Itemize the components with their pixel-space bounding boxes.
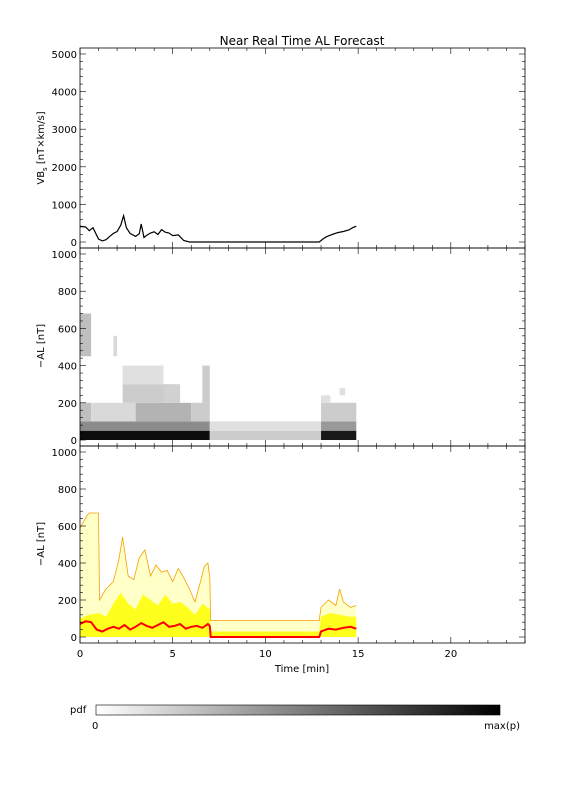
density-cell <box>321 395 331 403</box>
vbs-ylabel-rest: [nT×km/s] <box>36 111 47 167</box>
y-tick-label: 5000 <box>52 50 77 61</box>
density-cell <box>321 421 357 431</box>
density-cell <box>80 421 210 431</box>
density-cell <box>80 402 92 422</box>
colorbar <box>95 704 501 716</box>
density-cell <box>321 430 357 440</box>
x-tick-label: 20 <box>444 649 457 660</box>
y-tick-label: 800 <box>58 287 77 298</box>
al-forecast-panel: 0 200 400 600 800 1000 0 5 10 15 20 <box>52 445 526 660</box>
vbs-ylabel-main: VB <box>36 171 47 185</box>
vbs-ylabel-sub: s <box>41 167 49 171</box>
colorbar-label: pdf <box>70 705 87 716</box>
x-tick-label: 5 <box>170 649 176 660</box>
vbs-ylabel: VBs [nT×km/s] <box>36 111 49 184</box>
x-tick-label: 10 <box>259 649 272 660</box>
density-cell <box>202 365 210 403</box>
plot-frame <box>79 47 526 249</box>
density-cell <box>113 335 118 357</box>
density-cell <box>80 430 210 440</box>
y-tick-label: 1000 <box>52 250 77 261</box>
y-tick-label: 1000 <box>52 200 77 211</box>
y-tick-label: 600 <box>58 522 77 533</box>
x-tick-label: 15 <box>352 649 365 660</box>
figure-title: Near Real Time AL Forecast <box>220 34 385 48</box>
density-cell <box>80 313 92 357</box>
y-tick-label: 2000 <box>52 163 77 174</box>
colorbar-min-label: 0 <box>92 721 98 732</box>
y-tick-label: 400 <box>58 362 77 373</box>
y-tick-label: 4000 <box>52 88 77 99</box>
density-cell <box>191 402 210 422</box>
y-tick-label: 0 <box>71 238 77 249</box>
density-cell <box>209 421 322 431</box>
density-cell <box>209 430 322 440</box>
density-cell <box>321 402 357 422</box>
x-tick-label: 0 <box>77 649 83 660</box>
y-tick-label: 200 <box>58 596 77 607</box>
density-cell <box>163 384 181 403</box>
density-cell <box>339 387 346 396</box>
y-tick-label: 600 <box>58 324 77 335</box>
y-tick-label: 200 <box>58 399 77 410</box>
x-axis-label: Time [min] <box>274 664 329 675</box>
y-tick-label: 400 <box>58 559 77 570</box>
al-forecast-ylabel: −AL [nT] <box>36 522 47 566</box>
median-line <box>79 620 357 638</box>
density-cell <box>91 402 136 422</box>
density-cell <box>122 365 164 385</box>
upper-envelope-line <box>79 512 357 621</box>
al-pdf-ylabel: −AL [nT] <box>36 324 47 368</box>
y-tick-label: 1000 <box>52 448 77 459</box>
y-tick-label: 0 <box>71 436 77 447</box>
al-pdf-panel: 0 200 400 600 800 1000 <box>52 247 526 447</box>
colorbar-max-label: max(p) <box>484 721 520 732</box>
vbs-series-line <box>79 213 357 243</box>
y-tick-label: 0 <box>71 633 77 644</box>
y-tick-label: 800 <box>58 485 77 496</box>
density-cell <box>135 402 192 422</box>
vbs-panel: 0 1000 2000 3000 4000 5000 <box>52 47 526 249</box>
y-tick-label: 3000 <box>52 125 77 136</box>
density-cell <box>122 384 169 403</box>
